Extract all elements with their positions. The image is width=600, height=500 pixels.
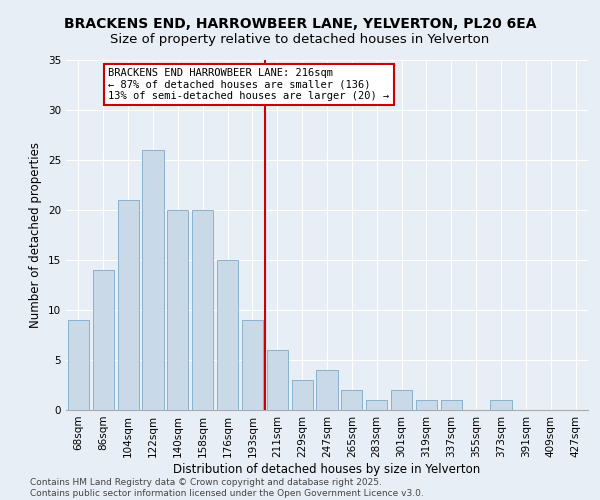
Bar <box>316 370 338 410</box>
Y-axis label: Number of detached properties: Number of detached properties <box>29 142 43 328</box>
Text: BRACKENS END, HARROWBEER LANE, YELVERTON, PL20 6EA: BRACKENS END, HARROWBEER LANE, YELVERTON… <box>64 18 536 32</box>
Bar <box>93 270 114 410</box>
Text: Contains HM Land Registry data © Crown copyright and database right 2025.
Contai: Contains HM Land Registry data © Crown c… <box>30 478 424 498</box>
Bar <box>441 400 462 410</box>
Bar <box>217 260 238 410</box>
Bar <box>267 350 288 410</box>
Bar <box>292 380 313 410</box>
Bar <box>68 320 89 410</box>
Bar <box>142 150 164 410</box>
Bar <box>366 400 387 410</box>
Bar <box>242 320 263 410</box>
Text: BRACKENS END HARROWBEER LANE: 216sqm
← 87% of detached houses are smaller (136)
: BRACKENS END HARROWBEER LANE: 216sqm ← 8… <box>108 68 389 101</box>
Bar <box>118 200 139 410</box>
X-axis label: Distribution of detached houses by size in Yelverton: Distribution of detached houses by size … <box>173 462 481 475</box>
Bar <box>391 390 412 410</box>
Bar <box>341 390 362 410</box>
Bar <box>416 400 437 410</box>
Text: Size of property relative to detached houses in Yelverton: Size of property relative to detached ho… <box>110 32 490 46</box>
Bar <box>192 210 213 410</box>
Bar <box>167 210 188 410</box>
Bar <box>490 400 512 410</box>
